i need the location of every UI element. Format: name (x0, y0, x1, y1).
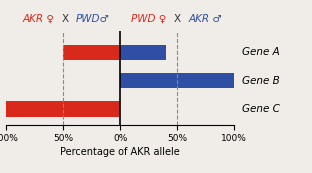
X-axis label: Percentage of AKR allele: Percentage of AKR allele (60, 147, 180, 157)
Bar (6, 101, 120, 117)
Text: PWD ♀: PWD ♀ (131, 14, 166, 24)
Text: Gene C: Gene C (242, 104, 280, 114)
Text: AKR ♀: AKR ♀ (22, 14, 54, 24)
Text: X: X (62, 14, 69, 24)
Bar (120, 45, 166, 60)
Text: Gene B: Gene B (242, 76, 280, 86)
Text: AKR ♂: AKR ♂ (189, 14, 222, 24)
Text: PWD♂: PWD♂ (76, 14, 110, 24)
Bar (120, 73, 234, 88)
Bar (63, 45, 120, 60)
Text: X: X (173, 14, 181, 24)
Text: Gene A: Gene A (242, 47, 280, 57)
